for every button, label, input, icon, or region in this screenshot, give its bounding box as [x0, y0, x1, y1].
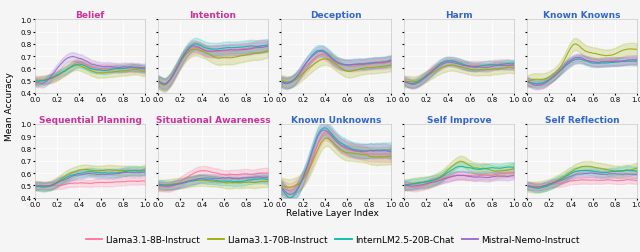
Title: Harm: Harm [445, 11, 473, 20]
Title: Known Knowns: Known Knowns [543, 11, 621, 20]
Legend: Llama3.1-8B-Instruct, Llama3.1-70B-Instruct, InternLM2.5-20B-Chat, Mistral-Nemo-: Llama3.1-8B-Instruct, Llama3.1-70B-Instr… [82, 231, 584, 247]
Text: Relative Layer Index: Relative Layer Index [286, 208, 380, 217]
Title: Situational Awareness: Situational Awareness [156, 115, 270, 124]
Title: Belief: Belief [76, 11, 105, 20]
Text: Mean Accuracy: Mean Accuracy [5, 72, 14, 140]
Title: Self Improve: Self Improve [427, 115, 492, 124]
Title: Sequential Planning: Sequential Planning [38, 115, 141, 124]
Title: Known Unknowns: Known Unknowns [291, 115, 381, 124]
Title: Deception: Deception [310, 11, 362, 20]
Title: Self Reflection: Self Reflection [545, 115, 620, 124]
Title: Intention: Intention [189, 11, 237, 20]
